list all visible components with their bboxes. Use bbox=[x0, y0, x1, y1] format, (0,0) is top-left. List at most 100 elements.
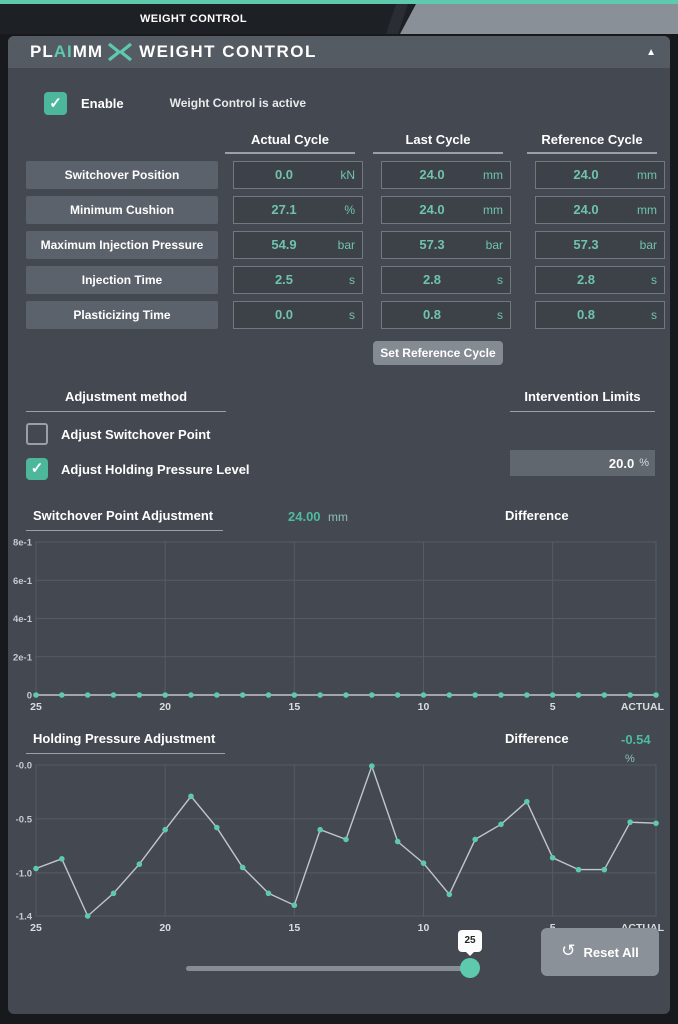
unit: bar bbox=[639, 238, 657, 252]
x-tick-label: 10 bbox=[418, 922, 430, 934]
value: 24.0 bbox=[419, 202, 445, 217]
difference-unit: % bbox=[625, 753, 635, 765]
enable-label: Enable bbox=[81, 95, 124, 111]
intervention-limit-unit: % bbox=[639, 457, 649, 469]
unit: bar bbox=[337, 238, 355, 252]
value: 24.0 bbox=[573, 202, 599, 217]
data-point bbox=[343, 836, 349, 843]
value-field[interactable]: 0.8 s bbox=[381, 301, 511, 329]
switchover-chart-title: Switchover Point Adjustment bbox=[26, 508, 224, 531]
unit: s bbox=[349, 273, 355, 287]
table-row: Switchover Position 0.0 kN 24.0 mm 24.0 mm bbox=[26, 161, 670, 189]
unit: s bbox=[651, 273, 657, 287]
adjust-switchover-checkbox[interactable] bbox=[26, 423, 48, 445]
switchover-current-value: 24.00 mm bbox=[288, 508, 348, 526]
cycle-table-header: Actual Cycle Last Cycle Reference Cycle bbox=[225, 132, 670, 154]
value: 57.3 bbox=[573, 237, 599, 252]
data-point bbox=[214, 824, 220, 831]
x-logo-icon bbox=[108, 42, 133, 62]
value-field[interactable]: 2.5 s bbox=[233, 266, 363, 294]
set-reference-cycle-button[interactable]: Set Reference Cycle bbox=[373, 341, 503, 365]
intervention-limits-heading: Intervention Limits bbox=[510, 389, 655, 412]
difference-label: Difference bbox=[505, 508, 569, 523]
value: 24.0 bbox=[419, 167, 445, 182]
cycles-slider-track[interactable] bbox=[186, 966, 470, 971]
data-point bbox=[524, 798, 530, 805]
value-field[interactable]: 0.0 kN bbox=[233, 161, 363, 189]
unit: s bbox=[497, 273, 503, 287]
data-point bbox=[265, 890, 272, 897]
data-point bbox=[446, 692, 453, 698]
x-tick-label: 5 bbox=[550, 701, 556, 713]
holding-pressure-chart[interactable]: -0.0-0.5-1.0-1.4252015105ACTUAL bbox=[10, 762, 670, 938]
data-point bbox=[498, 821, 504, 828]
value: 2.8 bbox=[422, 272, 442, 287]
adjust-switchover-label: Adjust Switchover Point bbox=[61, 426, 211, 442]
current-value: 24.00 bbox=[288, 509, 321, 524]
data-point bbox=[601, 866, 608, 873]
unit: mm bbox=[483, 203, 503, 217]
value-field[interactable]: 24.0 mm bbox=[381, 196, 511, 224]
switchover-adjustment-chart-section: Switchover Point Adjustment 24.00 mm Dif… bbox=[8, 508, 670, 717]
row-label-injection-time[interactable]: Injection Time bbox=[26, 266, 218, 294]
reset-all-button[interactable]: ↺ Reset All bbox=[541, 928, 659, 976]
unit: s bbox=[651, 308, 657, 322]
switchover-point-chart[interactable]: 8e-1 6e-1 4e-1 2e-1 025 20 15 10 5 ACTUAL bbox=[10, 539, 670, 717]
value-field[interactable]: 2.8 s bbox=[535, 266, 665, 294]
y-tick-label: 6e-1 bbox=[13, 576, 33, 587]
data-point bbox=[369, 692, 375, 698]
x-tick-label: 10 bbox=[418, 701, 430, 713]
value-field[interactable]: 24.0 mm bbox=[535, 196, 665, 224]
y-tick-label: 2e-1 bbox=[13, 652, 33, 663]
value: 57.3 bbox=[419, 237, 445, 252]
data-point bbox=[627, 819, 633, 825]
unit: mm bbox=[637, 203, 657, 217]
row-label-plasticizing-time[interactable]: Plasticizing Time bbox=[26, 301, 218, 329]
col-header-reference: Reference Cycle bbox=[527, 132, 657, 154]
unit: mm bbox=[483, 168, 503, 182]
adjust-switchover-point-option: Adjust Switchover Point bbox=[26, 421, 226, 447]
enable-checkbox[interactable] bbox=[44, 91, 67, 115]
row-label-max-injection-pressure[interactable]: Maximum Injection Pressure bbox=[26, 231, 218, 259]
unit: mm bbox=[637, 168, 657, 182]
data-point bbox=[472, 692, 478, 698]
data-point bbox=[188, 692, 194, 698]
row-label-switchover-position[interactable]: Switchover Position bbox=[26, 161, 218, 189]
data-point bbox=[549, 692, 556, 698]
data-point bbox=[317, 826, 323, 833]
data-point bbox=[136, 861, 143, 868]
difference-label: Difference bbox=[505, 731, 569, 746]
data-point bbox=[239, 864, 246, 871]
adjust-holding-pressure-checkbox[interactable] bbox=[26, 458, 48, 480]
unit: s bbox=[349, 308, 355, 322]
data-point bbox=[446, 891, 453, 898]
value-field[interactable]: 24.0 mm bbox=[381, 161, 511, 189]
intervention-limit-input[interactable]: 20.0 % bbox=[510, 450, 655, 476]
value-field[interactable]: 54.9 bar bbox=[233, 231, 363, 259]
value-field[interactable]: 24.0 mm bbox=[535, 161, 665, 189]
collapse-arrow-icon[interactable]: ▲ bbox=[646, 46, 656, 58]
data-point bbox=[653, 820, 659, 827]
value-field[interactable]: 57.3 bar bbox=[381, 231, 511, 259]
value-field[interactable]: 27.1% bbox=[233, 196, 363, 224]
data-point bbox=[394, 692, 401, 698]
value: 2.8 bbox=[576, 272, 596, 287]
tab-weight-control[interactable]: WEIGHT CONTROL bbox=[140, 13, 248, 25]
top-accent-bar bbox=[0, 0, 678, 4]
value-field[interactable]: 0.0 s bbox=[233, 301, 363, 329]
cycles-slider-thumb[interactable] bbox=[460, 958, 480, 978]
row-label-minimum-cushion[interactable]: Minimum Cushion bbox=[26, 196, 218, 224]
unit: % bbox=[344, 203, 355, 217]
difference-number: -0.54 bbox=[621, 732, 651, 747]
value-field[interactable]: 0.8 s bbox=[535, 301, 665, 329]
table-row: Plasticizing Time 0.0 s 0.8 s 0.8 s bbox=[26, 301, 670, 329]
data-point bbox=[420, 860, 427, 866]
panel-header: PL AI MM WEIGHT CONTROL ▲ bbox=[8, 36, 670, 68]
restore-icon: ↺ bbox=[561, 941, 576, 960]
table-row: Injection Time 2.5 s 2.8 s 2.8 s bbox=[26, 266, 670, 294]
value-field[interactable]: 57.3 bar bbox=[535, 231, 665, 259]
value-field[interactable]: 2.8 s bbox=[381, 266, 511, 294]
data-point bbox=[575, 692, 582, 698]
value: 24.0 bbox=[573, 167, 599, 182]
plaimm-logo: PL AI MM bbox=[30, 42, 139, 62]
